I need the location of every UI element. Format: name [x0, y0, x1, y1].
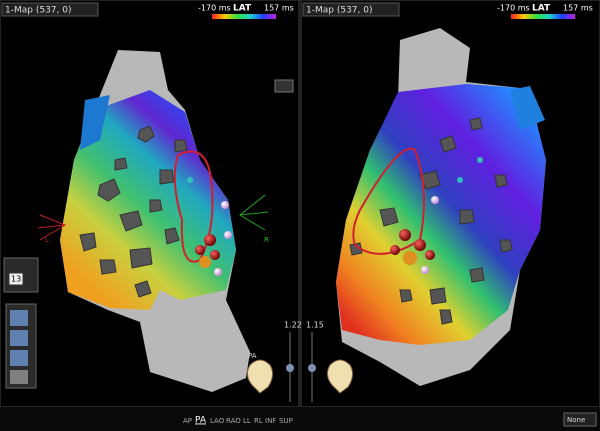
- scale-label: LAT: [233, 4, 252, 14]
- map-selector[interactable]: [302, 2, 400, 17]
- view-button[interactable]: LAO: [210, 417, 225, 425]
- orientation-heart-icon: [326, 359, 354, 394]
- scale-min: -170 ms: [198, 4, 231, 13]
- tool-button[interactable]: [10, 350, 28, 366]
- tool-panel: [3, 257, 39, 389]
- view-button[interactable]: INF: [265, 417, 276, 425]
- left-axis-label: L: [45, 236, 49, 244]
- count-value: 13: [11, 275, 21, 284]
- view-button-active[interactable]: PA: [195, 416, 207, 426]
- display-dropdown-text: None: [567, 416, 585, 424]
- scale-label: LAT: [532, 4, 551, 14]
- legend-box[interactable]: [274, 79, 294, 93]
- orientation-axes: [37, 194, 269, 241]
- map-selector-text: 1-Map (537, 0): [306, 6, 372, 16]
- zoom-value: 1.22: [284, 321, 302, 330]
- map-selector[interactable]: [1, 2, 99, 17]
- bottom-bar: [0, 407, 600, 431]
- count-field[interactable]: [8, 272, 24, 286]
- display-dropdown[interactable]: [563, 412, 597, 427]
- zoom-handle[interactable]: [308, 364, 316, 372]
- orientation-heart-icon: [246, 359, 274, 394]
- view-button[interactable]: SUP: [279, 417, 293, 425]
- scale-max: 157 ms: [264, 4, 294, 13]
- tool-button[interactable]: [10, 330, 28, 346]
- right-anatomy-map: [336, 28, 546, 386]
- color-scale-bar: [511, 14, 575, 19]
- zoom-value: 1.15: [306, 321, 324, 330]
- view-button[interactable]: LL: [243, 417, 251, 425]
- zoom-handle[interactable]: [286, 364, 294, 372]
- tool-button[interactable]: [10, 370, 28, 384]
- scale-max: 157 ms: [563, 4, 593, 13]
- view-button[interactable]: RAO: [226, 417, 241, 425]
- right-axis-label: R: [264, 236, 269, 244]
- view-button[interactable]: RL: [254, 417, 263, 425]
- heart-view-label: PA: [248, 352, 257, 360]
- scale-min: -170 ms: [497, 4, 530, 13]
- tool-button[interactable]: [10, 310, 28, 326]
- left-anatomy-map: [60, 50, 250, 392]
- view-button[interactable]: AP: [183, 417, 192, 425]
- color-scale-bar: [212, 14, 276, 19]
- map-selector-text: 1-Map (537, 0): [5, 6, 71, 16]
